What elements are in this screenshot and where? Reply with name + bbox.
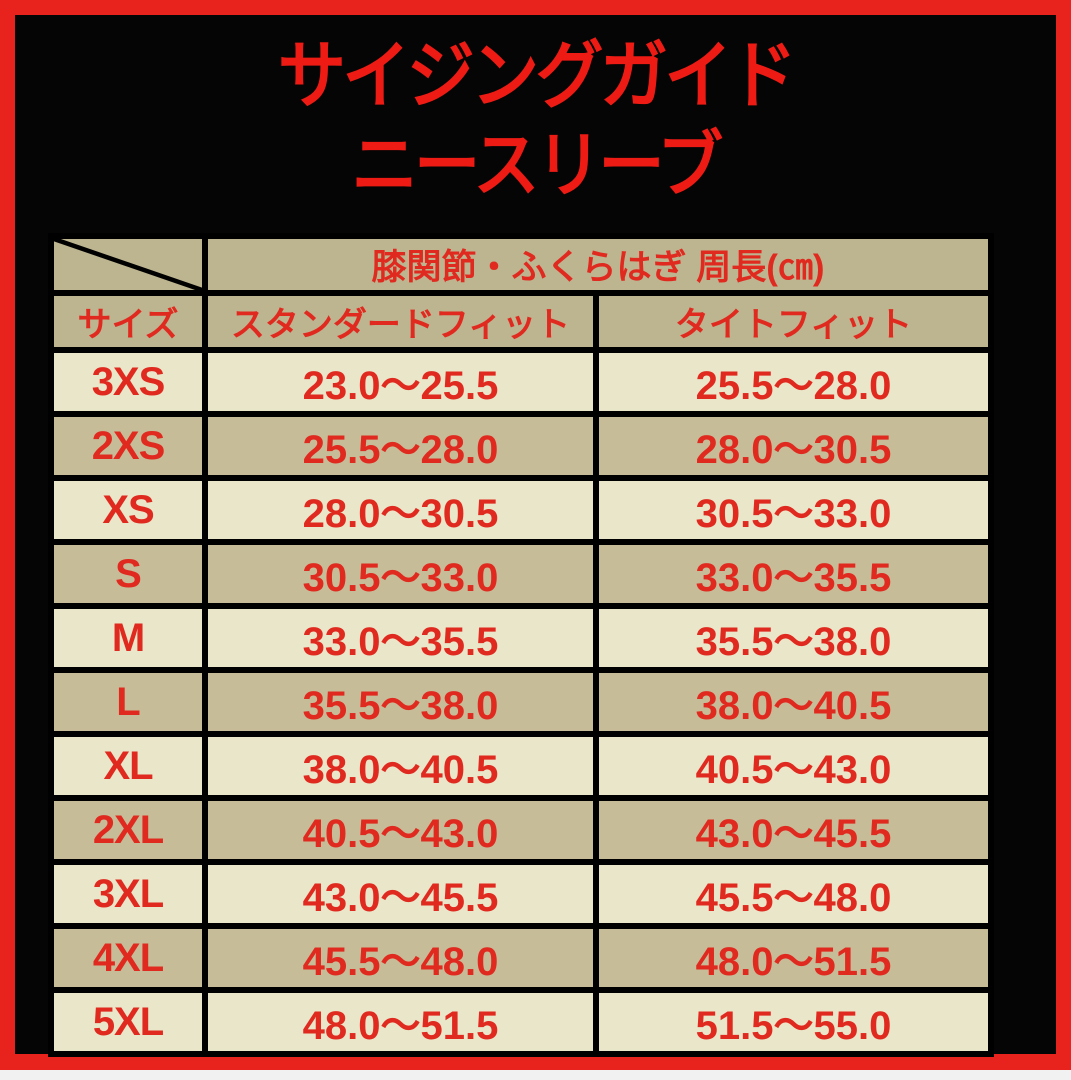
standard-fit-cell: 40.5〜43.0 [202, 795, 599, 865]
table-header-row-circumference: 膝関節・ふくらはぎ 周長(㎝) [48, 233, 995, 296]
standard-fit-cell: 43.0〜45.5 [202, 859, 599, 929]
table-row: 2XS 25.5〜28.0 28.0〜30.5 [48, 411, 995, 481]
table-row: L 35.5〜38.0 38.0〜40.5 [48, 667, 995, 737]
size-cell: 3XS [48, 347, 208, 417]
standard-fit-cell: 48.0〜51.5 [202, 987, 599, 1057]
table-row: 4XL 45.5〜48.0 48.0〜51.5 [48, 923, 995, 993]
size-cell: 5XL [48, 987, 208, 1057]
size-chart-table: 膝関節・ふくらはぎ 周長(㎝) サイズ スタンダードフィット タイトフィット 3… [48, 233, 995, 1057]
size-cell: XS [48, 475, 208, 545]
title-line-knee-sleeve: ニースリーブ [351, 126, 723, 206]
table-row: 3XS 23.0〜25.5 25.5〜28.0 [48, 347, 995, 417]
size-cell: L [48, 667, 208, 737]
page-title: サイジングガイド ニースリーブ [0, 30, 1071, 210]
tight-fit-cell: 35.5〜38.0 [592, 603, 995, 673]
size-cell: S [48, 539, 208, 609]
tight-fit-cell: 45.5〜48.0 [592, 859, 995, 929]
table-row: 5XL 48.0〜51.5 51.5〜55.0 [48, 987, 995, 1057]
standard-fit-cell: 45.5〜48.0 [202, 923, 599, 993]
diagonal-blank-cell [48, 233, 208, 296]
tight-fit-cell: 33.0〜35.5 [592, 539, 995, 609]
standard-fit-cell: 35.5〜38.0 [202, 667, 599, 737]
standard-fit-cell: 28.0〜30.5 [202, 475, 599, 545]
standard-fit-cell: 38.0〜40.5 [202, 731, 599, 801]
tight-fit-cell: 38.0〜40.5 [592, 667, 995, 737]
tight-fit-cell: 48.0〜51.5 [592, 923, 995, 993]
size-cell: 2XL [48, 795, 208, 865]
size-cell: 2XS [48, 411, 208, 481]
size-cell: 3XL [48, 859, 208, 929]
standard-fit-column-header: スタンダードフィット [202, 290, 599, 353]
table-row: XS 28.0〜30.5 30.5〜33.0 [48, 475, 995, 545]
standard-fit-cell: 33.0〜35.5 [202, 603, 599, 673]
circumference-span-header: 膝関節・ふくらはぎ 周長(㎝) [201, 233, 995, 296]
tight-fit-cell: 28.0〜30.5 [592, 411, 995, 481]
size-cell: M [48, 603, 208, 673]
size-column-header: サイズ [48, 290, 208, 353]
tight-fit-cell: 40.5〜43.0 [592, 731, 995, 801]
table-row: 3XL 43.0〜45.5 45.5〜48.0 [48, 859, 995, 929]
table-row: M 33.0〜35.5 35.5〜38.0 [48, 603, 995, 673]
standard-fit-cell: 23.0〜25.5 [202, 347, 599, 417]
tight-fit-cell: 51.5〜55.0 [592, 987, 995, 1057]
size-cell: 4XL [48, 923, 208, 993]
table-row: 2XL 40.5〜43.0 43.0〜45.5 [48, 795, 995, 865]
tight-fit-column-header: タイトフィット [592, 290, 995, 353]
size-cell: XL [48, 731, 208, 801]
standard-fit-cell: 25.5〜28.0 [202, 411, 599, 481]
tight-fit-cell: 25.5〜28.0 [592, 347, 995, 417]
title-line-sizing-guide: サイジングガイド [277, 34, 797, 117]
tight-fit-cell: 30.5〜33.0 [592, 475, 995, 545]
table-row: XL 38.0〜40.5 40.5〜43.0 [48, 731, 995, 801]
tight-fit-cell: 43.0〜45.5 [592, 795, 995, 865]
table-header-row-columns: サイズ スタンダードフィット タイトフィット [48, 290, 995, 353]
diagonal-line-icon [54, 239, 202, 290]
table-row: S 30.5〜33.0 33.0〜35.5 [48, 539, 995, 609]
standard-fit-cell: 30.5〜33.0 [202, 539, 599, 609]
